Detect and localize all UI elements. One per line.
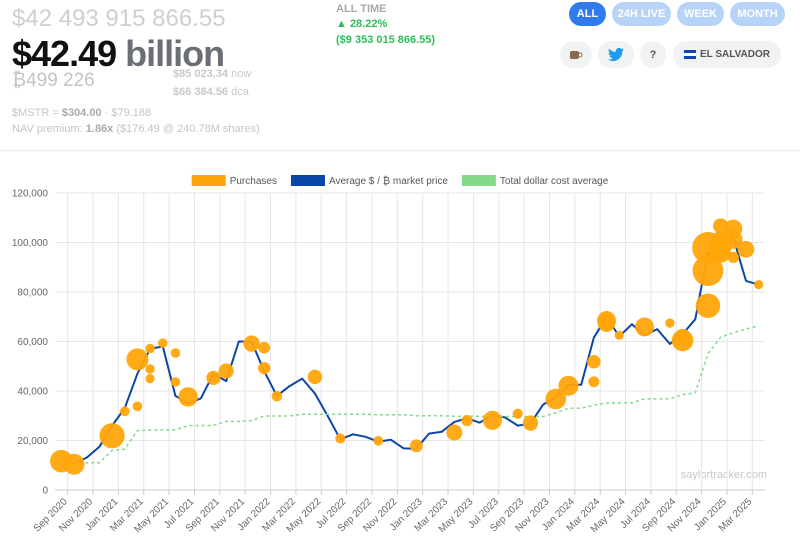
purchase-bubble [170, 348, 181, 358]
btc-holdings: ₿499 226 [12, 70, 95, 91]
legend-swatch [191, 175, 226, 186]
purchase-bubble [545, 388, 567, 410]
period: ALL TIME [336, 3, 387, 15]
purchase-bubble [695, 293, 721, 318]
short-value-number: $42.49 [12, 33, 117, 74]
watermark: saylortracker.com [681, 469, 767, 481]
purchase-bubble [522, 415, 539, 431]
separator [0, 150, 800, 151]
purchase-bubble [409, 439, 423, 453]
mstr-label: $MSTR = [12, 107, 59, 119]
range-button[interactable]: ALL [569, 2, 606, 26]
purchase-bubble [692, 255, 724, 287]
country-label: EL SALVADOR [699, 49, 770, 60]
purchase-bubble [665, 318, 675, 328]
twitter-icon [608, 48, 624, 61]
purchase-bubble [446, 424, 463, 441]
purchase-bubble [587, 355, 601, 369]
purchase-bubble [258, 361, 271, 375]
purchase-bubble [206, 370, 221, 386]
purchase-bubble [597, 314, 616, 333]
purchase-bubble [271, 390, 283, 402]
legend-label: Purchases [230, 176, 277, 187]
purchase-bubble [170, 377, 181, 387]
legend-item: Purchases [191, 175, 277, 187]
price-dca-label: dca [231, 86, 249, 98]
nav-detail: ($176.49 @ 240.78M shares) [116, 123, 260, 135]
price-now: $85 023.34 now [173, 68, 251, 80]
coffee-icon [570, 50, 583, 59]
purchase-bubble [482, 410, 502, 430]
range-button[interactable]: WEEK [677, 2, 724, 26]
purchase-bubble [373, 436, 384, 446]
purchase-bubble [724, 230, 743, 249]
purchase-bubble [727, 251, 739, 263]
mstr-price: $304.00 [61, 107, 102, 119]
short-value: $42.49 billion [12, 33, 225, 75]
purchase-bubble [126, 348, 149, 371]
purchase-bubble [132, 401, 143, 412]
legend-label: Average $ / ₿ market price [329, 175, 448, 187]
price-dca-value: $66 384.56 [173, 86, 229, 98]
twitter-button[interactable] [598, 41, 634, 68]
y-tick-label: 80,000 [17, 288, 48, 299]
y-tick-label: 120,000 [12, 189, 49, 200]
purchase-bubble [461, 415, 473, 427]
purchase-bubble [145, 374, 155, 384]
y-tick-label: 40,000 [17, 387, 48, 398]
purchase-bubble [754, 280, 764, 290]
y-tick-label: 0 [42, 486, 48, 497]
legend-swatch [290, 175, 325, 186]
change-usd: ($9 353 015 866.55) [336, 34, 436, 46]
purchase-bubble [218, 363, 234, 379]
total-usd: $42 493 915 866.55 [12, 5, 226, 32]
change-pct: ▲ 28.22% [336, 18, 388, 30]
purchase-bubble [674, 328, 691, 346]
purchase-bubble [512, 408, 523, 419]
price-now-label: now [231, 68, 252, 80]
purchase-bubble [145, 364, 155, 374]
purchase-bubble [178, 387, 198, 407]
price-dca: $66 384.56 dca [173, 86, 249, 98]
nav-line: NAV premium: 1.86x ($176.49 @ 240.78M sh… [12, 123, 260, 135]
purchase-bubble [558, 375, 579, 396]
purchase-bubble [145, 343, 155, 354]
coffee-button[interactable] [560, 41, 592, 68]
purchase-bubble [335, 433, 346, 444]
purchase-bubble [157, 338, 168, 348]
dca-line [61, 324, 759, 464]
price-line [61, 236, 759, 465]
purchase-bubble [119, 406, 130, 417]
short-value-unit: billion [125, 33, 225, 74]
nav-value: 1.86x [85, 123, 114, 135]
purchase-bubble [63, 453, 85, 475]
purchase-bubble [614, 330, 624, 340]
y-tick-label: 20,000 [17, 436, 48, 447]
y-tick-label: 100,000 [12, 238, 49, 249]
legend-item: Total dollar cost average [461, 175, 609, 187]
purchase-bubble [588, 376, 600, 388]
range-button[interactable]: 24H LIVE [612, 2, 671, 26]
country-button[interactable]: EL SALVADOR [673, 41, 781, 68]
legend-item: Average $ / ₿ market price [290, 175, 448, 187]
grid [55, 192, 765, 491]
purchase-bubble [307, 369, 323, 385]
range-button[interactable]: MONTH [730, 2, 785, 26]
legend-swatch [461, 175, 496, 186]
purchase-bubble [635, 317, 655, 337]
y-tick-label: 60,000 [17, 337, 48, 348]
nav-label: NAV premium: [12, 123, 83, 135]
flag-icon [683, 50, 696, 59]
mstr-btc: · $79.188 [104, 107, 152, 119]
price-now-value: $85 023.34 [173, 68, 229, 80]
purchase-bubble [243, 335, 260, 352]
purchase-bubble [99, 423, 125, 449]
purchase-bubble [737, 240, 755, 258]
mstr-line: $MSTR = $304.00 · $79.188 [12, 107, 151, 119]
help-button[interactable]: ? [640, 41, 666, 68]
purchase-bubble [258, 341, 271, 354]
legend-label: Total dollar cost average [500, 176, 609, 187]
